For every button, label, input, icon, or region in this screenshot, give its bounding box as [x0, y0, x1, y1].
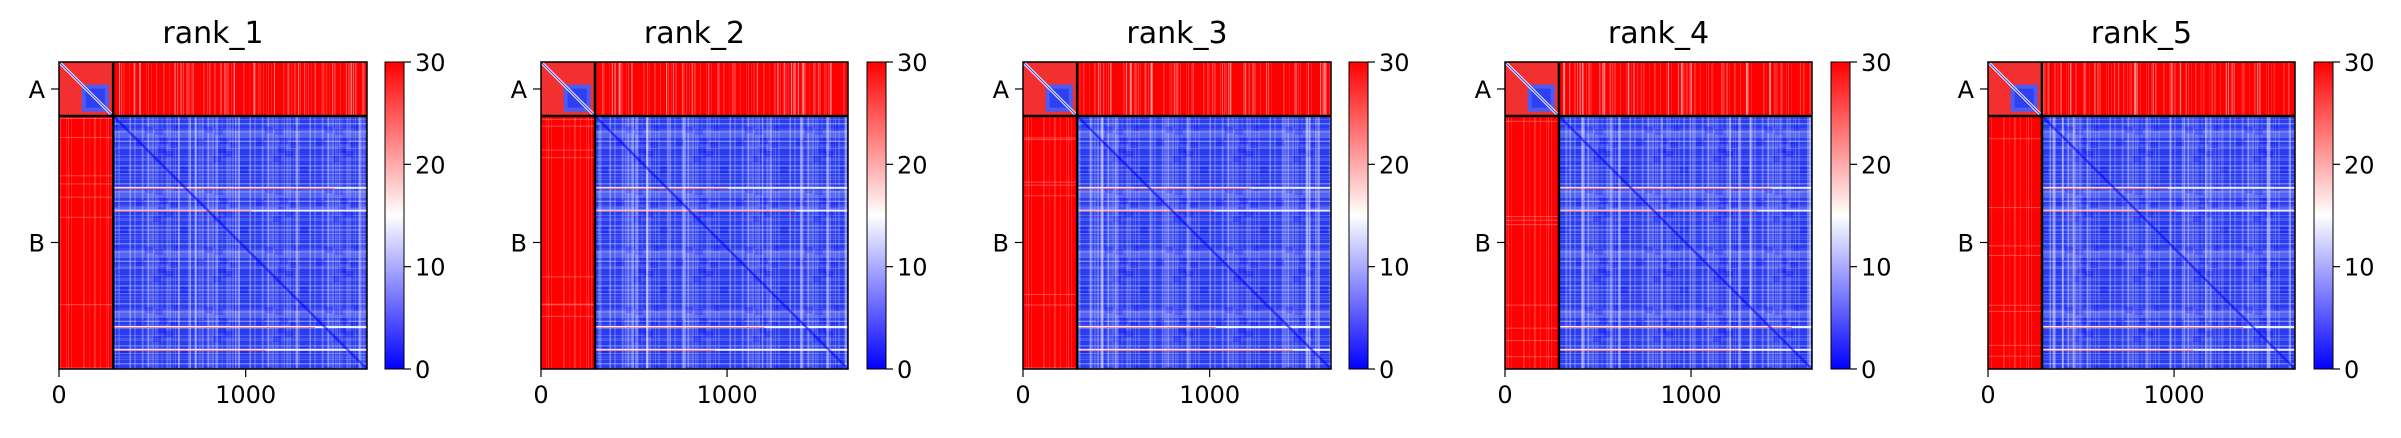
chain-label-A: A	[1958, 76, 1975, 104]
colorbar-tick-label: 10	[2344, 254, 2375, 282]
colorbar-tick-label: 0	[897, 356, 912, 384]
colorbar-tick-label: 20	[897, 151, 928, 179]
colorbar-tick-label: 0	[1379, 356, 1394, 384]
chain-b-band-0	[2041, 187, 2168, 189]
colorbar: 0 10 20 30	[1830, 49, 1892, 384]
heatmap-panel-3: rank_3 A B 0 1000 0 10 20 30	[993, 16, 1410, 409]
colorbar-gradient	[384, 61, 405, 370]
chain-b-band-1	[113, 210, 252, 212]
colorbar-tick-label: 20	[415, 151, 446, 179]
colorbar-tick-label: 30	[897, 49, 928, 77]
colorbar-tick-label: 30	[1861, 49, 1892, 77]
x-tick-label: 1000	[697, 381, 758, 409]
chain-b-diagonal	[112, 115, 368, 370]
chain-label-B: B	[1475, 229, 1491, 257]
x-tick-label: 0	[533, 381, 548, 409]
chain-b-diagonal	[2041, 115, 2296, 370]
chain-b-diagonal	[594, 115, 849, 370]
heatmap-frame	[58, 61, 368, 370]
x-tick-label: 0	[1497, 381, 1512, 409]
colorbar-tick-label: 10	[415, 254, 446, 282]
heatmap-panel-2: rank_2 A B 0 1000 0 10 20 30	[511, 16, 928, 409]
chain-b-band-2	[1077, 326, 1216, 328]
chain-b-diagonal	[1558, 115, 1813, 370]
chain-b-band-3	[594, 349, 716, 351]
colorbar: 0 10 20 30	[1348, 49, 1410, 384]
heatmap-panel-5: rank_5 A B 0 1000 0 10 20 30	[1958, 16, 2375, 409]
heatmap-frame	[1504, 61, 1813, 370]
colorbar-tick-label: 10	[1379, 254, 1410, 282]
x-tick-label: 0	[1015, 381, 1030, 409]
chain-b-band-3	[1558, 349, 1743, 351]
panel-title: rank_2	[644, 16, 745, 51]
colorbar-tick-label: 20	[1379, 151, 1410, 179]
chain-b-band-0	[1558, 187, 1772, 189]
colorbar-gradient	[866, 61, 887, 370]
chain-b-band-2	[1558, 326, 1792, 328]
chain-b-band-3	[113, 349, 266, 351]
x-tick-label: 1000	[2144, 381, 2205, 409]
colorbar-tick-label: 10	[1861, 254, 1892, 282]
colorbar-tick-label: 10	[897, 254, 928, 282]
chain-b-band-0	[1077, 187, 1251, 189]
chain-b-band-2	[594, 326, 765, 328]
chain-b-band-1	[1077, 210, 1214, 212]
chain-label-B: B	[993, 229, 1009, 257]
chain-b-band-1	[2041, 210, 2176, 212]
x-tick-label: 0	[1980, 381, 1995, 409]
chain-b-band-0	[594, 187, 729, 189]
heatmap-panel-1: rank_1 A B 0 1000 0 10 20 30	[29, 16, 446, 409]
panel-title: rank_1	[162, 16, 263, 51]
panel-title: rank_5	[2091, 16, 2192, 51]
colorbar-gradient	[1348, 61, 1369, 370]
heatmap-frame	[1022, 61, 1332, 370]
colorbar-tick-label: 20	[1861, 151, 1892, 179]
chain-label-A: A	[29, 76, 46, 104]
colorbar-tick-label: 30	[415, 49, 446, 77]
chain-label-B: B	[29, 229, 45, 257]
chain-b-band-0	[113, 187, 334, 189]
colorbar-tick-label: 0	[1861, 356, 1876, 384]
chain-b-band-1	[594, 210, 796, 212]
x-tick-label: 1000	[1179, 381, 1240, 409]
panel-title: rank_4	[1608, 16, 1709, 51]
chain-label-B: B	[511, 229, 527, 257]
chain-b-band-3	[2041, 349, 2194, 351]
colorbar: 0 10 20 30	[384, 49, 446, 384]
chain-b-band-2	[113, 326, 316, 328]
x-tick-label: 0	[51, 381, 66, 409]
x-tick-label: 1000	[215, 381, 276, 409]
heatmap-panel-4: rank_4 A B 0 1000 0 10 20 30	[1475, 16, 1892, 409]
panel-title: rank_3	[1126, 16, 1227, 51]
colorbar-gradient	[1830, 61, 1851, 370]
colorbar: 0 10 20 30	[866, 49, 928, 384]
colorbar-gradient	[2313, 61, 2334, 370]
heatmap-frame	[1987, 61, 2296, 370]
chain-b-diagonal	[1076, 115, 1332, 370]
chain-b-band-1	[1558, 210, 1758, 212]
colorbar-tick-label: 0	[415, 356, 430, 384]
colorbar: 0 10 20 30	[2313, 49, 2375, 384]
chain-b-band-3	[1077, 349, 1293, 351]
heatmap-frame	[540, 61, 849, 370]
colorbar-tick-label: 20	[2344, 151, 2375, 179]
colorbar-tick-label: 0	[2344, 356, 2359, 384]
x-tick-label: 1000	[1661, 381, 1722, 409]
chain-label-A: A	[1475, 76, 1492, 104]
colorbar-tick-label: 30	[1379, 49, 1410, 77]
chain-label-A: A	[511, 76, 528, 104]
chain-label-A: A	[993, 76, 1010, 104]
colorbar-tick-label: 30	[2344, 49, 2375, 77]
chain-label-B: B	[1958, 229, 1974, 257]
chain-b-band-2	[2041, 326, 2244, 328]
